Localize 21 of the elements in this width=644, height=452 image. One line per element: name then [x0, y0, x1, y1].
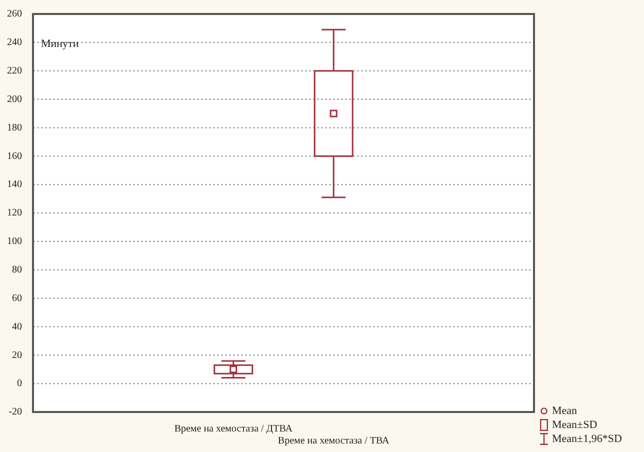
text: Mean±SD	[552, 419, 598, 431]
y-tick-label: 0	[17, 378, 22, 390]
text: Mean±1,96*SD	[552, 433, 622, 445]
y-tick-label: 40	[12, 321, 22, 332]
y-tick-label: -20	[8, 406, 22, 418]
y-tick-label: 220	[7, 65, 22, 76]
text: Mean	[552, 405, 578, 417]
y-tick-label: 20	[12, 350, 22, 361]
y-tick-label: 180	[7, 122, 22, 134]
x-tick-label: Време на хемостаза / ТВА	[278, 436, 390, 447]
x-tick-label: Време на хемостаза / ДТВА	[174, 424, 294, 435]
y-tick-label: 140	[7, 179, 22, 190]
y-tick-label: 100	[7, 236, 22, 248]
y-tick-label: 200	[7, 94, 22, 105]
y-tick-label: 80	[12, 264, 22, 276]
y-tick-label: 260	[7, 8, 22, 20]
y-tick-label: 120	[7, 208, 22, 219]
y-axis-title: Минути	[41, 38, 79, 50]
y-tick-label: 60	[12, 292, 22, 304]
y-tick-label: 240	[7, 37, 22, 48]
y-tick-label: 160	[7, 150, 22, 162]
